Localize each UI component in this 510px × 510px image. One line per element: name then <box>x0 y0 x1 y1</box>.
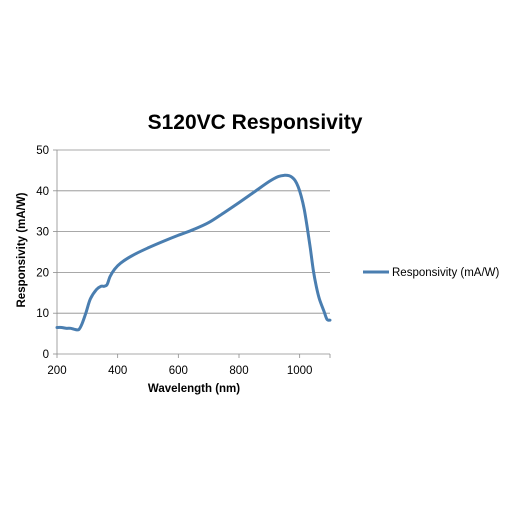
y-tick-label: 0 <box>43 349 49 361</box>
y-tick-label: 50 <box>36 145 49 157</box>
y-tick-label: 10 <box>36 308 49 320</box>
y-axis-label: Responsivity (mA/W) <box>16 192 28 307</box>
series-layer <box>55 173 332 332</box>
grid-lines <box>57 149 330 314</box>
x-tick-labels: 200 400 600 800 1000 <box>47 365 312 377</box>
series-line-responsivity <box>55 173 332 332</box>
chart-title: S120VC Responsivity <box>148 111 363 134</box>
y-tick-label: 40 <box>36 186 49 198</box>
x-tick-label: 200 <box>47 365 66 377</box>
y-tick-labels: 0 10 20 30 40 50 <box>36 145 49 361</box>
y-tick-label: 30 <box>36 227 49 239</box>
x-tick-label: 800 <box>229 365 248 377</box>
legend: Responsivity (mA/W) <box>363 267 500 279</box>
axes <box>53 149 331 358</box>
x-axis-label: Wavelength (nm) <box>148 383 240 395</box>
x-tick-label: 400 <box>108 365 127 377</box>
x-tick-label: 1000 <box>287 365 313 377</box>
y-tick-label: 20 <box>36 267 49 279</box>
x-tick-label: 600 <box>169 365 188 377</box>
legend-label: Responsivity (mA/W) <box>392 267 500 279</box>
